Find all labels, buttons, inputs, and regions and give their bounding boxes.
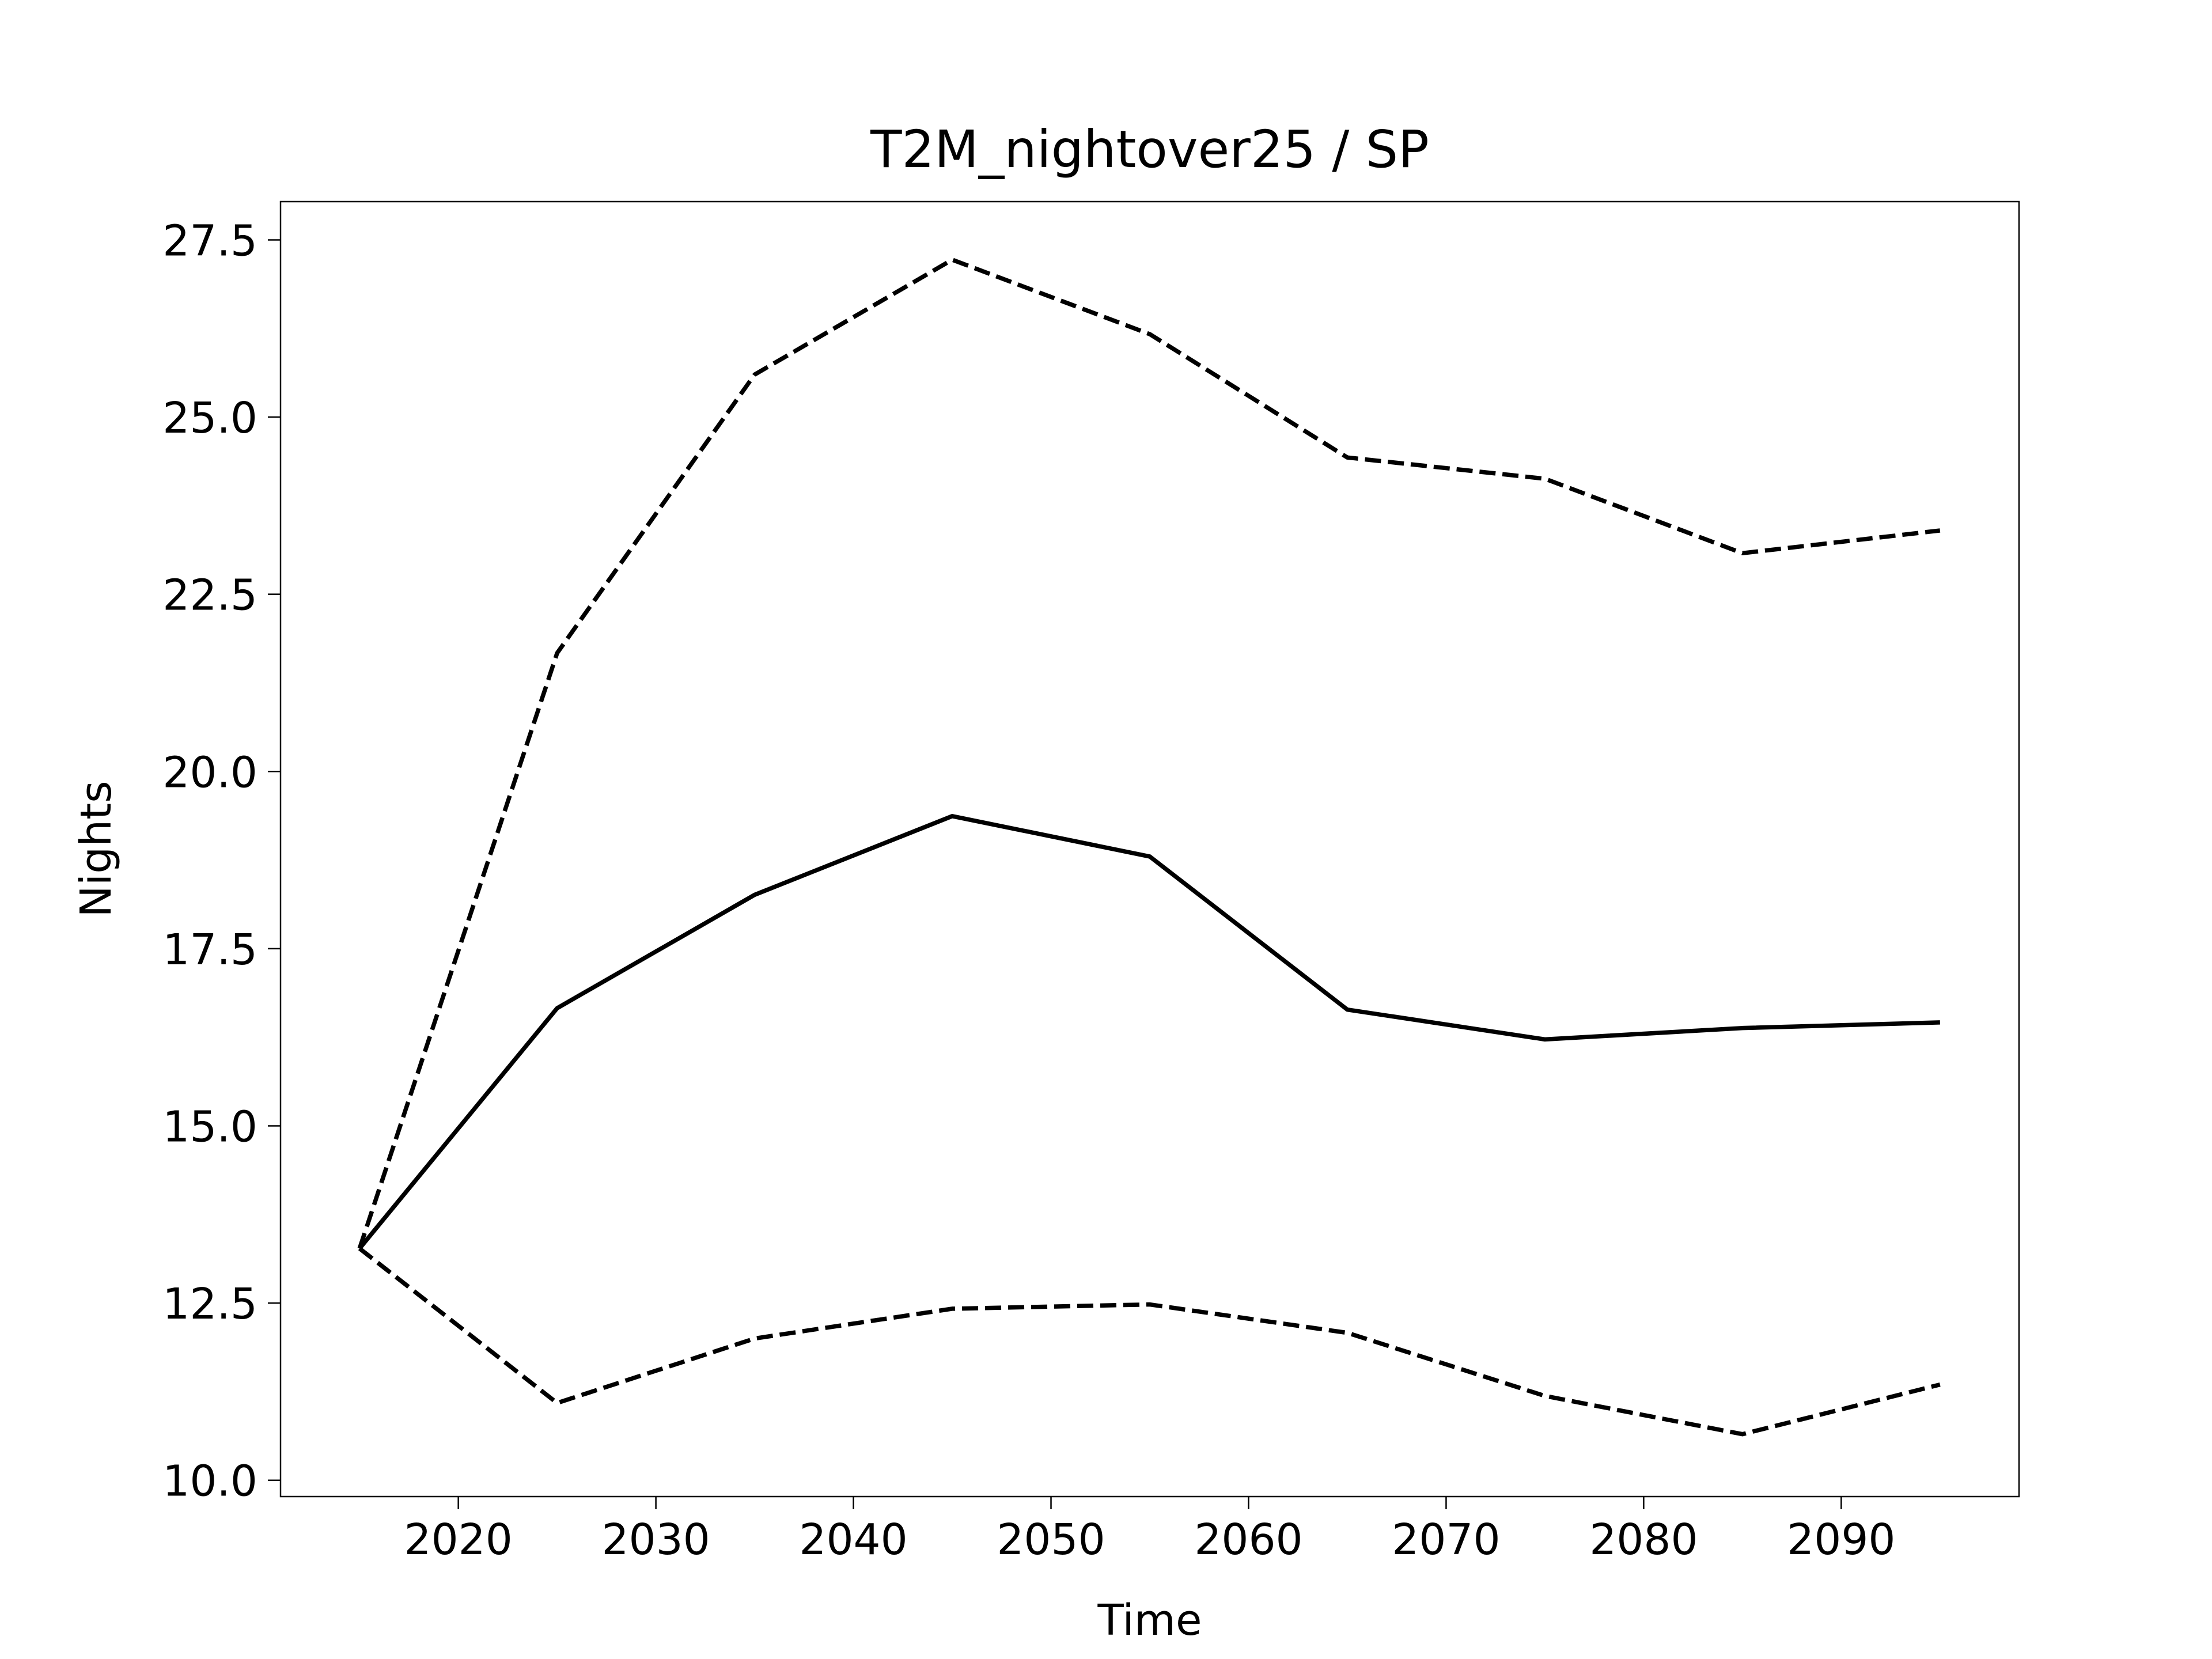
line-series [358, 1247, 1941, 1437]
line-series [357, 257, 1941, 1249]
y-tick-label: 15.0 [162, 1102, 257, 1152]
x-tick-label: 2040 [799, 1515, 907, 1565]
x-tick-label: 2050 [997, 1515, 1105, 1565]
y-tick-label: 27.5 [162, 216, 257, 266]
line-series [358, 814, 1940, 1250]
y-tick-label: 25.0 [162, 393, 257, 443]
y-tick-label: 17.5 [162, 925, 257, 975]
x-tick-label: 2090 [1787, 1515, 1895, 1565]
y-tick-label: 12.5 [162, 1279, 257, 1329]
y-axis-label: Nights [71, 781, 121, 917]
y-tick-label: 22.5 [162, 571, 257, 620]
plot-frame [279, 200, 2020, 1498]
x-tick-label: 2070 [1392, 1515, 1500, 1565]
y-tick-label: 10.0 [162, 1457, 257, 1506]
chart-title: T2M_nightover25 / SP [870, 119, 1429, 179]
x-axis-label: Time [1097, 1596, 1202, 1645]
y-tick-label: 20.0 [162, 748, 257, 797]
x-tick-label: 2030 [601, 1515, 710, 1565]
x-tick-label: 2080 [1589, 1515, 1698, 1565]
x-tick-label: 2060 [1194, 1515, 1302, 1565]
x-tick-label: 2020 [404, 1515, 512, 1565]
